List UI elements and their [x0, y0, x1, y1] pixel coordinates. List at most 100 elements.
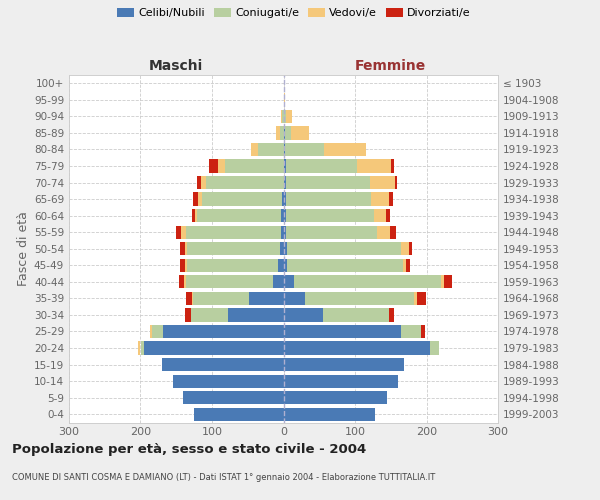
Bar — [281, 226, 284, 239]
Bar — [280, 242, 284, 256]
Bar — [192, 209, 195, 222]
Bar — [218, 160, 225, 172]
Bar — [185, 308, 191, 322]
Bar — [284, 275, 294, 288]
Bar — [139, 342, 140, 354]
Bar — [374, 209, 386, 222]
Bar — [281, 110, 282, 123]
Bar — [430, 342, 439, 354]
Bar — [377, 226, 390, 239]
Bar — [193, 192, 199, 205]
Bar — [284, 160, 286, 172]
Bar — [284, 342, 430, 354]
Bar — [162, 358, 284, 371]
Bar — [249, 292, 284, 305]
Bar — [284, 110, 286, 123]
Bar — [390, 226, 396, 239]
Bar — [324, 143, 366, 156]
Bar — [228, 308, 284, 322]
Bar — [284, 308, 323, 322]
Y-axis label: Fasce di età: Fasce di età — [17, 212, 30, 286]
Bar — [187, 242, 280, 256]
Bar — [152, 325, 163, 338]
Bar — [371, 192, 389, 205]
Bar — [290, 126, 308, 140]
Bar — [273, 275, 284, 288]
Bar — [281, 209, 284, 222]
Bar — [284, 126, 285, 140]
Bar — [180, 242, 185, 256]
Bar — [140, 342, 144, 354]
Bar — [386, 209, 390, 222]
Bar — [286, 176, 370, 189]
Bar — [144, 342, 284, 354]
Bar — [225, 160, 284, 172]
Bar — [287, 258, 403, 272]
Bar — [173, 374, 284, 388]
Bar — [181, 226, 186, 239]
Bar — [417, 292, 426, 305]
Bar — [180, 258, 185, 272]
Bar — [284, 143, 285, 156]
Bar — [185, 275, 273, 288]
Bar — [278, 258, 284, 272]
Bar — [284, 176, 286, 189]
Bar — [163, 325, 284, 338]
Bar — [197, 209, 281, 222]
Bar — [186, 292, 192, 305]
Bar — [192, 292, 193, 305]
Bar — [202, 192, 282, 205]
Bar — [403, 258, 406, 272]
Bar — [370, 176, 395, 189]
Text: Popolazione per età, sesso e stato civile - 2004: Popolazione per età, sesso e stato civil… — [12, 442, 366, 456]
Bar — [176, 226, 181, 239]
Bar — [286, 160, 357, 172]
Bar — [259, 143, 284, 156]
Bar — [184, 275, 185, 288]
Bar — [285, 126, 290, 140]
Bar — [401, 242, 409, 256]
Bar — [185, 242, 187, 256]
Bar — [284, 292, 305, 305]
Bar — [286, 110, 292, 123]
Bar — [323, 308, 389, 322]
Bar — [184, 391, 284, 404]
Bar — [284, 209, 286, 222]
Bar — [197, 176, 200, 189]
Bar — [280, 126, 284, 140]
Bar — [282, 192, 284, 205]
Bar — [421, 325, 425, 338]
Bar — [286, 209, 374, 222]
Bar — [187, 258, 278, 272]
Bar — [284, 226, 286, 239]
Bar — [191, 308, 228, 322]
Bar — [284, 374, 398, 388]
Bar — [284, 391, 387, 404]
Legend: Celibi/Nubili, Coniugati/e, Vedovi/e, Divorziati/e: Celibi/Nubili, Coniugati/e, Vedovi/e, Di… — [113, 3, 475, 22]
Bar — [413, 292, 417, 305]
Bar — [357, 160, 391, 172]
Bar — [193, 292, 249, 305]
Bar — [200, 176, 206, 189]
Bar — [285, 143, 324, 156]
Bar — [194, 408, 284, 421]
Text: COMUNE DI SANTI COSMA E DAMIANO (LT) - Dati ISTAT 1° gennaio 2004 - Elaborazione: COMUNE DI SANTI COSMA E DAMIANO (LT) - D… — [12, 472, 435, 482]
Bar — [186, 226, 281, 239]
Text: Maschi: Maschi — [149, 58, 203, 72]
Bar — [185, 258, 187, 272]
Bar — [206, 176, 284, 189]
Bar — [406, 258, 410, 272]
Bar — [389, 308, 394, 322]
Bar — [441, 275, 445, 288]
Bar — [389, 192, 393, 205]
Bar — [199, 192, 202, 205]
Bar — [284, 408, 375, 421]
Bar — [294, 275, 441, 288]
Bar — [445, 275, 452, 288]
Bar — [277, 126, 280, 140]
Bar — [150, 325, 152, 338]
Bar — [179, 275, 184, 288]
Bar — [209, 160, 218, 172]
Bar — [286, 226, 377, 239]
Bar — [284, 258, 287, 272]
